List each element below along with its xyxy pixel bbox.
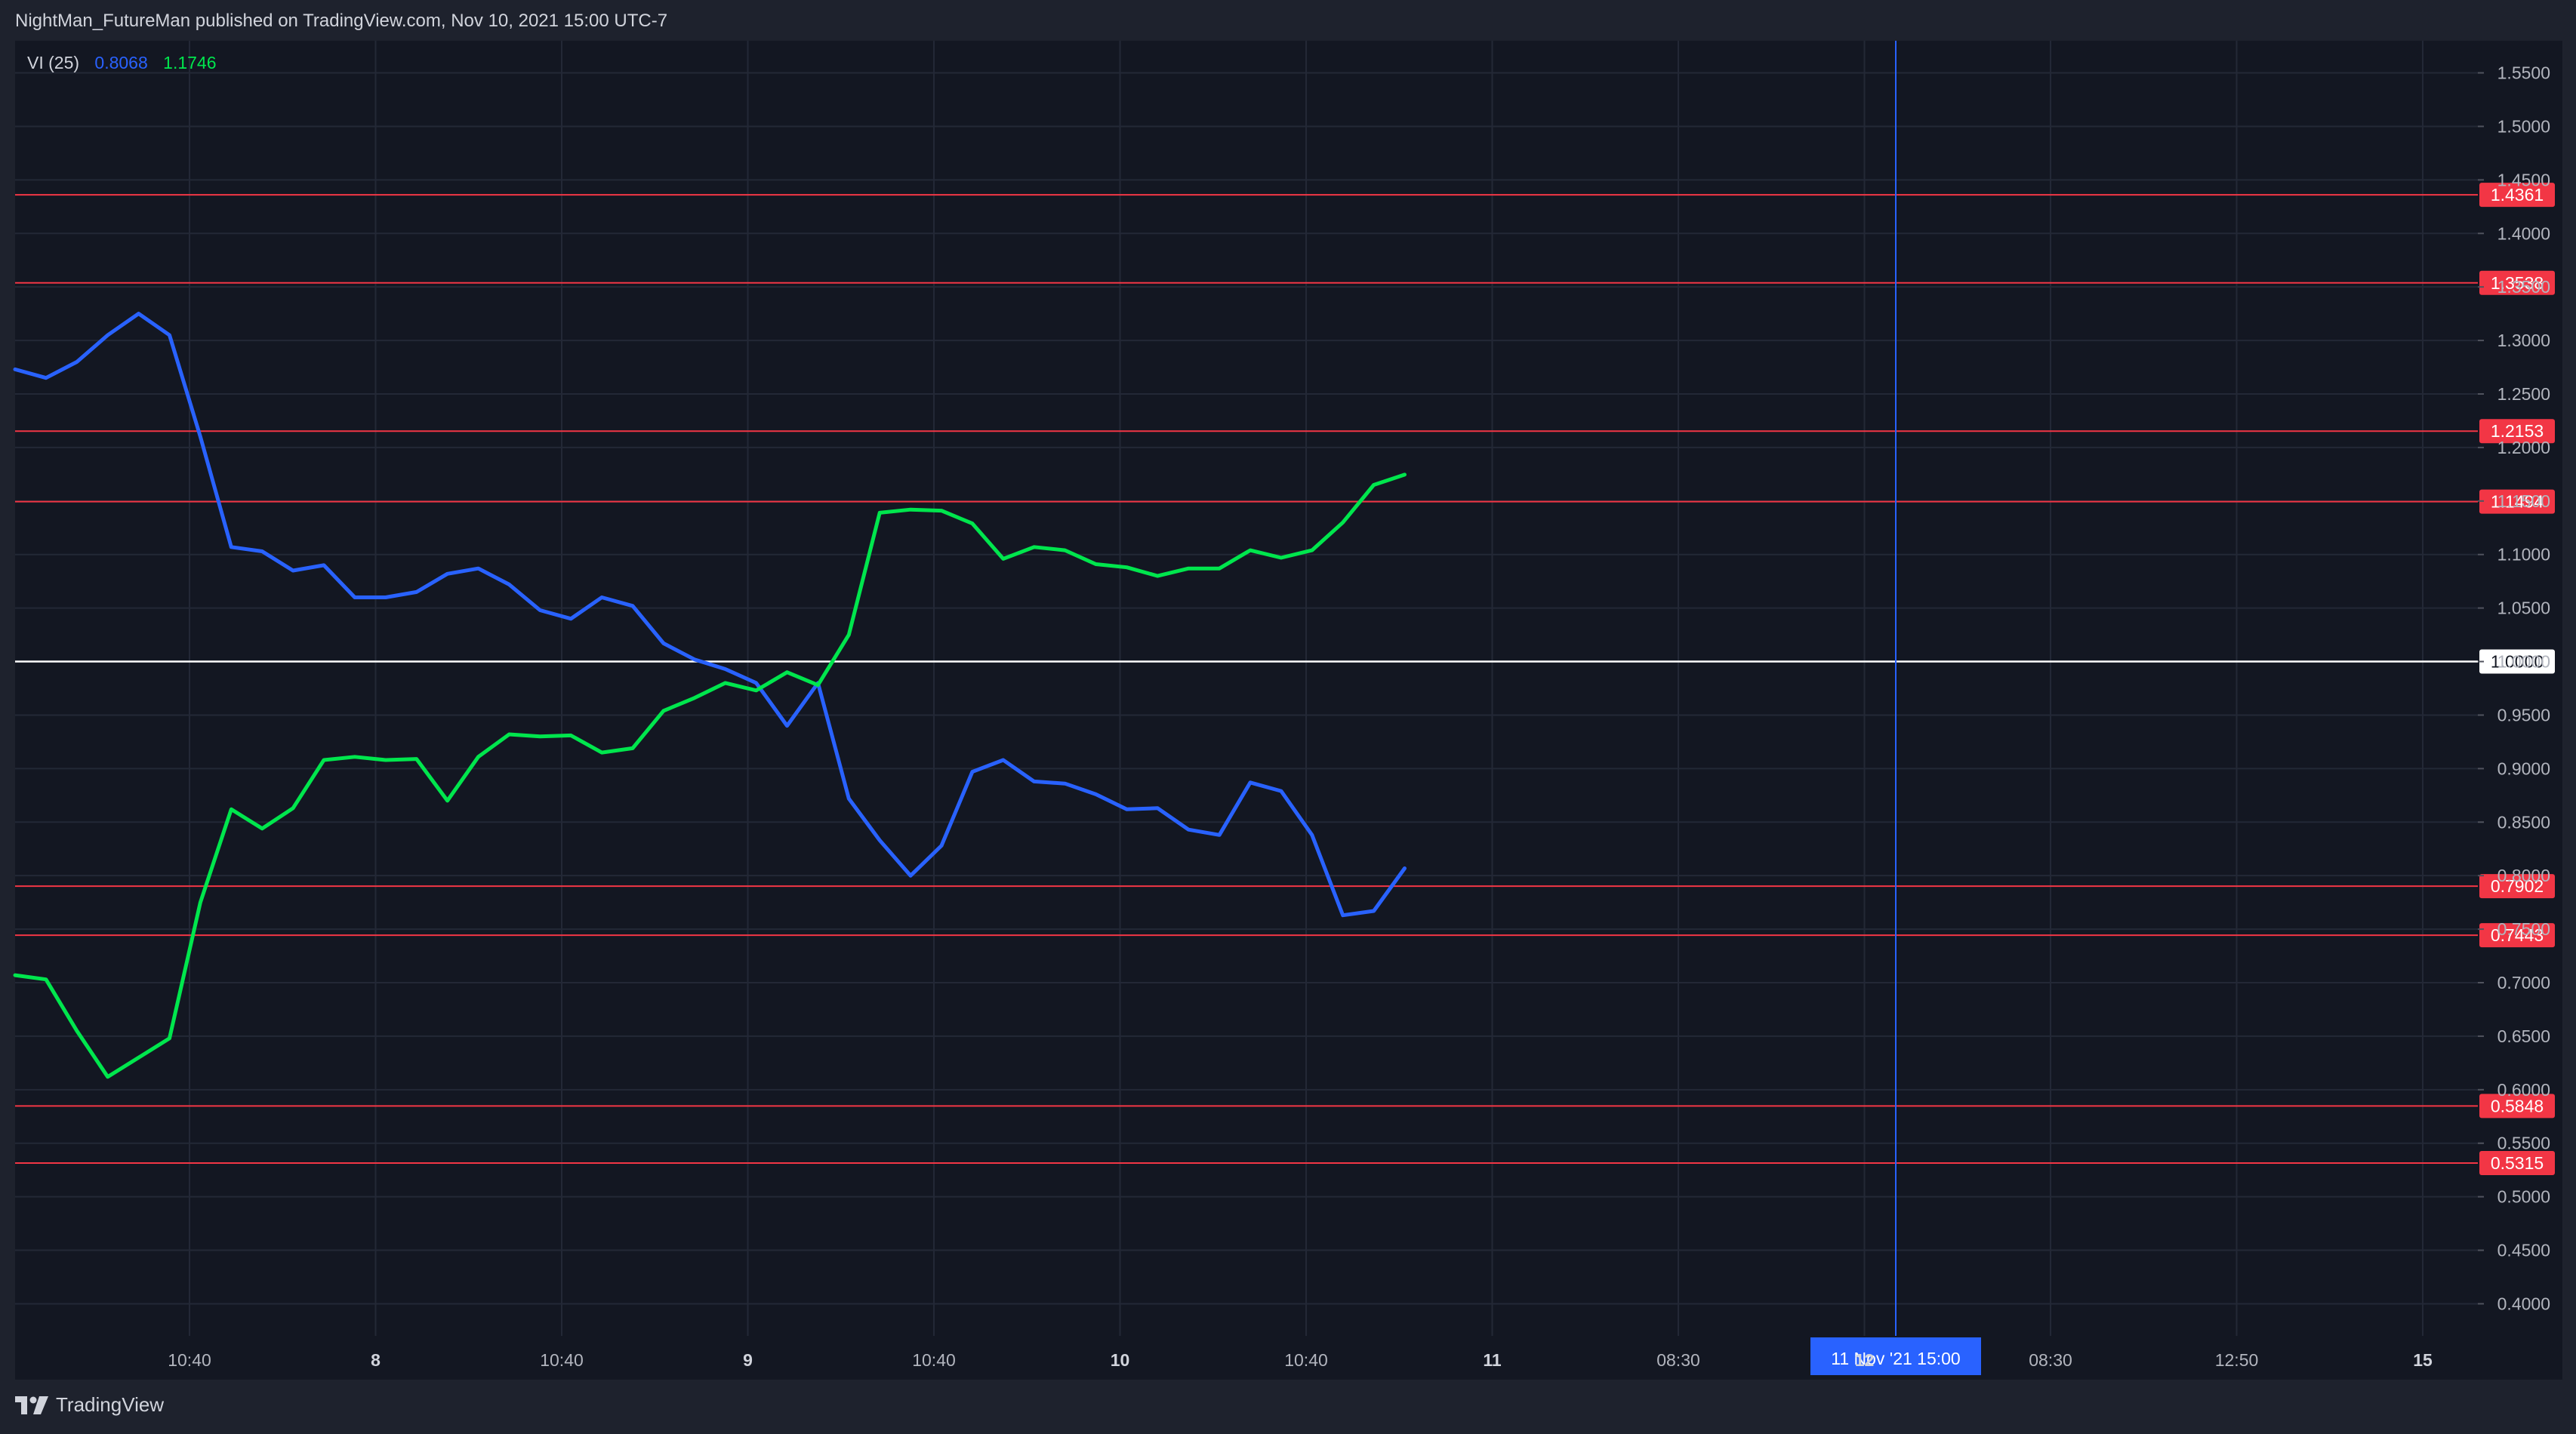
crosshair: 11 Nov '21 15:00 — [1810, 41, 1981, 1375]
tradingview-logo-icon — [15, 1396, 48, 1414]
y-tick-label: 0.4500 — [2497, 1241, 2550, 1260]
level-price-label: 1.4361 — [2491, 185, 2544, 205]
x-tick-label: 12:50 — [2215, 1350, 2259, 1370]
level-price-tag — [2479, 1094, 2555, 1119]
y-tick-label: 0.7000 — [2497, 973, 2550, 992]
footer: TradingView — [0, 1380, 2576, 1434]
y-tick-label: 1.5500 — [2497, 63, 2550, 83]
x-tick-label: 10:40 — [168, 1350, 211, 1370]
level-price-tag — [2479, 923, 2555, 948]
time-axis-background[interactable] — [15, 1336, 2562, 1380]
level-price-tag — [2479, 419, 2555, 444]
x-tick-label: 9 — [743, 1350, 753, 1370]
level-price-tag — [2479, 874, 2555, 899]
level-price-tag — [2479, 1150, 2555, 1175]
y-tick-label: 0.6000 — [2497, 1080, 2550, 1100]
publish-header: NightMan_FutureMan published on TradingV… — [0, 0, 2576, 41]
y-tick-label: 1.1500 — [2497, 491, 2550, 511]
series-lines — [13, 312, 1407, 1079]
level-price-label: 0.7902 — [2491, 876, 2544, 896]
level-price-tag — [2479, 649, 2555, 674]
indicator-name: VI (25) — [27, 53, 80, 72]
y-tick-label: 0.5000 — [2497, 1187, 2550, 1207]
y-tick-label: 0.7500 — [2497, 919, 2550, 939]
price-axis-background[interactable] — [2478, 41, 2562, 1336]
x-tick-label: 8 — [371, 1350, 381, 1370]
y-tick-label: 1.0000 — [2497, 652, 2550, 672]
series-line-vi- — [13, 472, 1407, 1079]
level-price-tag — [2479, 489, 2555, 514]
x-tick-label: 12 — [1855, 1350, 1875, 1370]
crosshair-time-tag — [1810, 1337, 1981, 1375]
x-tick-label: 15 — [2413, 1350, 2433, 1370]
x-tick-label: 11 — [1483, 1350, 1502, 1370]
vi-plus-value: 1.1746 — [163, 53, 217, 72]
crosshair-time-label: 11 Nov '21 15:00 — [1831, 1349, 1960, 1368]
y-tick-label: 1.0500 — [2497, 599, 2550, 618]
indicator-legend[interactable]: VI (25) 0.8068 1.1746 — [27, 53, 227, 73]
y-tick-label: 0.4000 — [2497, 1294, 2550, 1313]
level-price-label: 1.0000 — [2491, 652, 2544, 672]
level-price-label: 1.2153 — [2491, 421, 2544, 441]
x-tick-label: 08:30 — [2029, 1350, 2072, 1370]
time-axis[interactable]: 10:40 8 10:40 9 10:40 10 10:40 11 08:30 12 08:30 12… — [168, 1350, 2433, 1370]
y-tick-label: 1.5000 — [2497, 116, 2550, 136]
y-tick-label: 1.3000 — [2497, 331, 2550, 350]
x-tick-label: 08:30 — [1656, 1350, 1700, 1370]
y-tick-label: 1.3500 — [2497, 277, 2550, 297]
y-tick-label: 0.8500 — [2497, 812, 2550, 832]
y-tick-label: 0.9000 — [2497, 759, 2550, 778]
y-tick-label: 0.8000 — [2497, 866, 2550, 885]
level-price-label: 1.3538 — [2491, 273, 2544, 293]
level-price-tag — [2479, 270, 2555, 295]
y-tick-label: 0.6500 — [2497, 1026, 2550, 1046]
level-price-tag — [2479, 183, 2555, 208]
y-tick-label: 1.4000 — [2497, 223, 2550, 243]
plot-background — [15, 41, 2478, 1336]
y-tick-label: 0.9500 — [2497, 705, 2550, 725]
level-price-label: 1.1494 — [2491, 492, 2544, 512]
y-tick-label: 1.4500 — [2497, 170, 2550, 189]
x-tick-label: 10:40 — [912, 1350, 956, 1370]
y-tick-label: 1.2000 — [2497, 438, 2550, 457]
tradingview-logo[interactable]: TradingView — [15, 1393, 164, 1417]
level-price-label: 0.5315 — [2491, 1153, 2544, 1173]
y-tick-label: 0.5500 — [2497, 1134, 2550, 1153]
vortex-indicator-chart[interactable]: 1.4361 1.3538 1.2153 1.1494 1.0000 0.7902 0.74… — [0, 0, 2576, 1380]
y-tick-label: 1.2500 — [2497, 384, 2550, 404]
level-price-label: 0.7443 — [2491, 925, 2544, 945]
price-axis[interactable]: 0.4000 0.4500 0.5000 0.5500 0.6000 0.6500 0.70… — [2478, 63, 2550, 1314]
brand-name: TradingView — [56, 1393, 165, 1416]
x-tick-label: 10 — [1111, 1350, 1130, 1370]
series-line-vi- — [13, 312, 1407, 918]
horizontal-levels[interactable]: 1.4361 1.3538 1.2153 1.1494 1.0000 0.7902 0.74… — [15, 183, 2555, 1175]
x-tick-label: 10:40 — [1284, 1350, 1328, 1370]
y-tick-label: 1.1000 — [2497, 545, 2550, 565]
publish-info-text: NightMan_FutureMan published on TradingV… — [15, 11, 668, 31]
vi-minus-value: 0.8068 — [94, 53, 148, 72]
level-price-label: 0.5848 — [2491, 1096, 2544, 1116]
x-tick-label: 10:40 — [540, 1350, 584, 1370]
